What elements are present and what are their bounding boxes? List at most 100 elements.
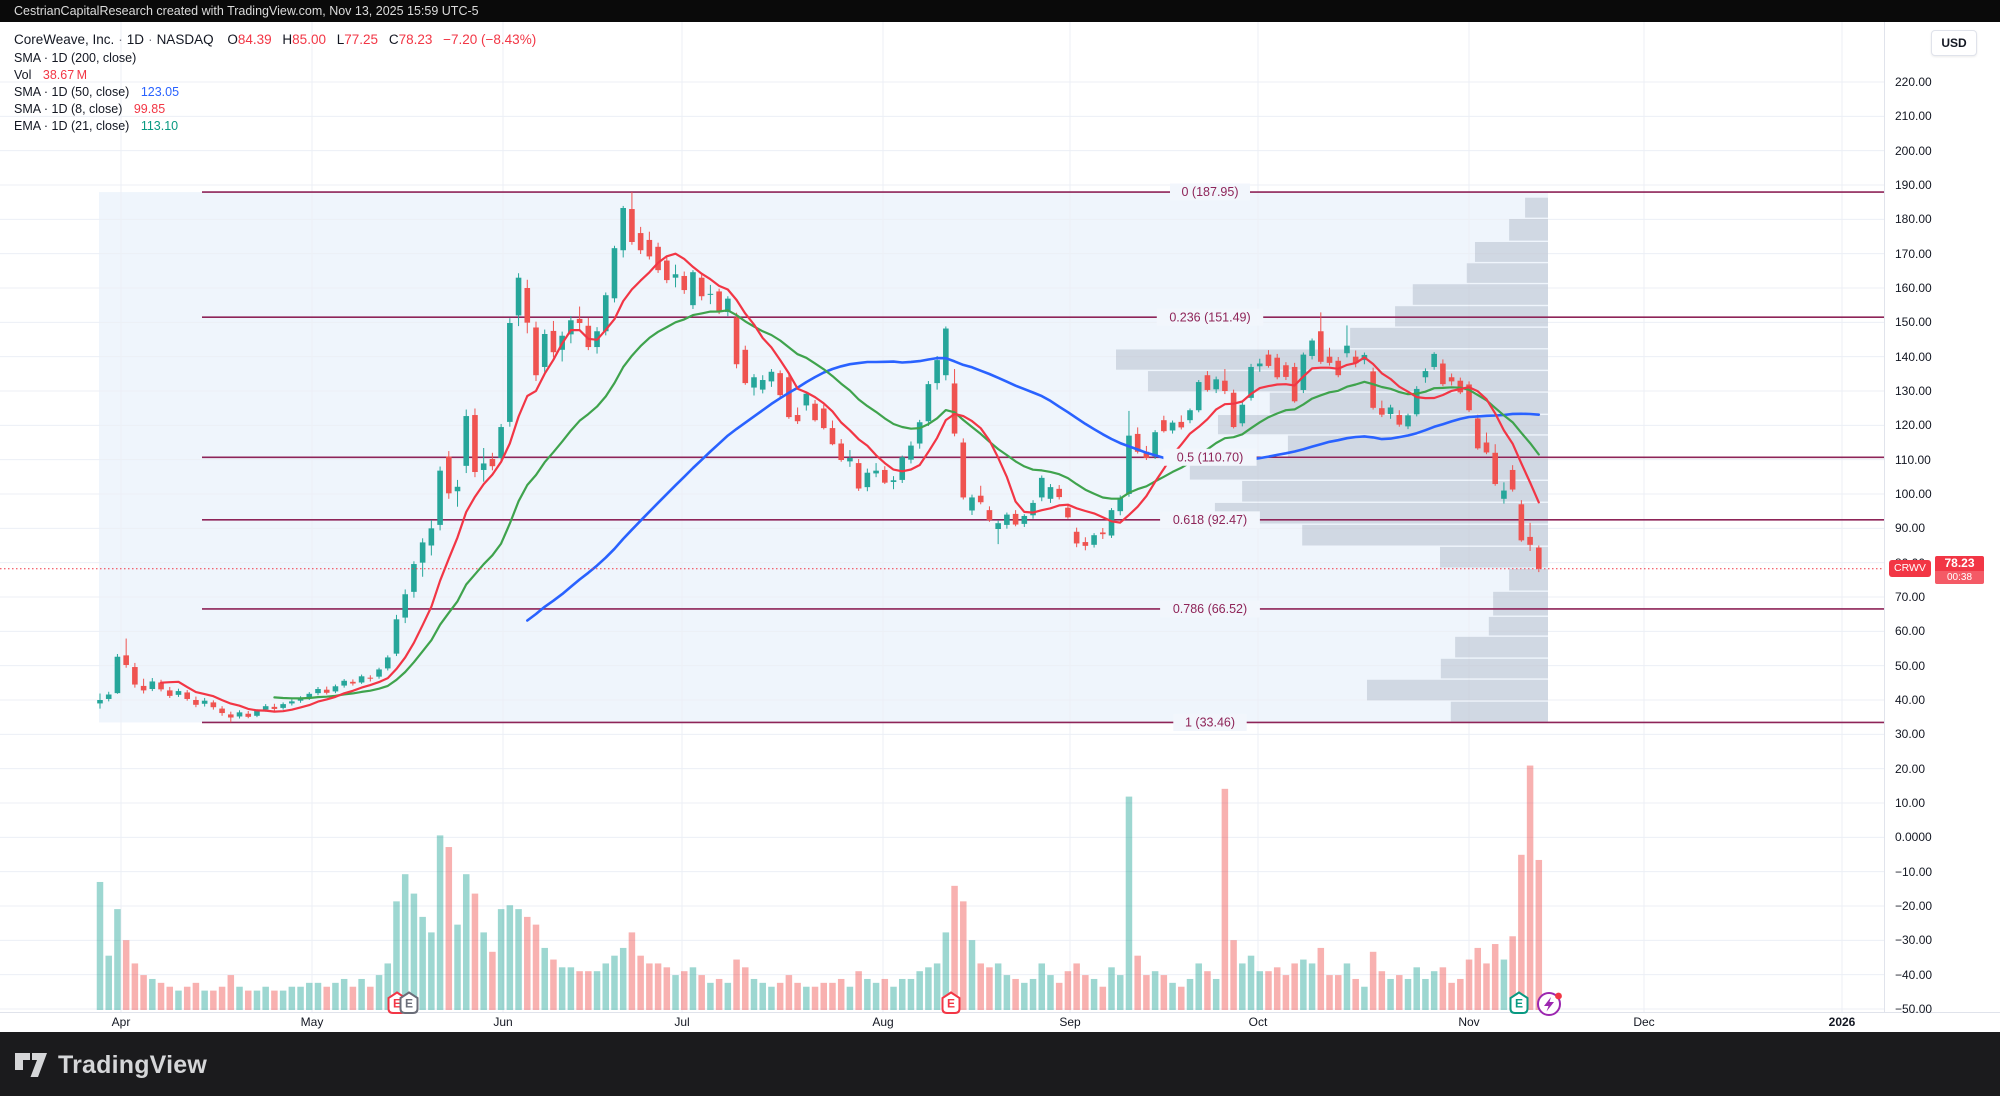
price-tick: 100.00 [1895, 486, 1932, 501]
price-chart-canvas[interactable]: 0 (187.95) 0.236 (151.49) 0.5 (110.70) 0.61… [0, 22, 1884, 1012]
time-axis-label: 2026 [1828, 1015, 1856, 1029]
price-tick: −30.00 [1895, 933, 1933, 948]
indicator-label[interactable]: SMA · 1D (50, close) [14, 85, 130, 99]
svg-text:E: E [947, 997, 955, 1011]
close-prefix: C [388, 32, 399, 47]
indicator-label[interactable]: Vol [14, 68, 32, 82]
attribution-text: CestrianCapitalResearch created with Tra… [14, 4, 479, 18]
price-tick: 200.00 [1895, 143, 1932, 158]
price-tick: 150.00 [1895, 315, 1932, 330]
close-value: 78.23 [398, 32, 433, 47]
indicator-value: 113.10 [140, 119, 179, 133]
change-value: −7.20 (−8.43%) [443, 32, 537, 47]
indicator-label[interactable]: SMA · 1D (200, close) [14, 51, 137, 65]
indicator-row-volume[interactable]: Vol 38.67 M [14, 67, 536, 83]
open-prefix: O [227, 32, 238, 47]
separator: · [118, 32, 123, 47]
time-axis-label: Aug [872, 1015, 894, 1029]
candles-layer [97, 192, 1542, 723]
legend: CoreWeave, Inc. · 1D · NASDAQ O84.39 H85.00 … [14, 30, 536, 134]
price-tick: 90.00 [1895, 521, 1926, 536]
ma-line-sma8[interactable] [159, 252, 1540, 713]
price-tick: 10.00 [1895, 795, 1926, 810]
indicator-row-sma8[interactable]: SMA · 1D (8, close) 99.85 [14, 101, 536, 117]
price-tick: 140.00 [1895, 349, 1932, 364]
svg-text:E: E [1515, 997, 1523, 1011]
interval-label[interactable]: 1D [126, 32, 145, 47]
attribution-bar: CestrianCapitalResearch created with Tra… [0, 0, 2000, 22]
fib-labels: 0 (187.95) 0.236 (151.49) 0.5 (110.70) 0.61… [1156, 183, 1264, 731]
indicator-value: 38.67 M [42, 68, 88, 82]
high-prefix: H [282, 32, 293, 47]
indicator-value: 99.85 [133, 102, 166, 116]
symbol-name[interactable]: CoreWeave, Inc. [14, 32, 115, 47]
time-axis[interactable]: Apr May Jun Jul Aug Sep Oct Nov Dec 2026 [0, 1012, 2000, 1032]
low-value: 77.25 [344, 32, 379, 47]
bar-countdown: 00:38 [1935, 571, 1984, 584]
svg-text:E: E [393, 997, 401, 1011]
volume-bars [96, 765, 1543, 1010]
low-prefix: L [336, 32, 345, 47]
symbol-price-tag: CRWV [1889, 560, 1931, 577]
price-tick: 170.00 [1895, 246, 1932, 261]
currency-button[interactable]: USD [1931, 30, 1977, 56]
earnings-badge-icon[interactable]: E [396, 990, 422, 1016]
svg-text:0.236 (151.49): 0.236 (151.49) [1169, 310, 1250, 324]
high-value: 85.00 [292, 32, 326, 47]
price-tick: 160.00 [1895, 280, 1932, 295]
fib-retracement-lines[interactable] [202, 191, 1884, 724]
price-tick: 70.00 [1895, 589, 1926, 604]
time-axis-label: Apr [111, 1015, 131, 1029]
footer-bar: TradingView [0, 1032, 2000, 1096]
price-tick: −10.00 [1895, 864, 1933, 879]
price-tick: −40.00 [1895, 967, 1933, 982]
price-tick: 210.00 [1895, 109, 1932, 124]
price-tick: 180.00 [1895, 212, 1932, 227]
price-tick: 60.00 [1895, 624, 1926, 639]
open-value: 84.39 [237, 32, 272, 47]
ma-line-ema21[interactable] [273, 309, 1540, 700]
time-axis-label: Jul [674, 1015, 690, 1029]
time-axis-label: Dec [1633, 1015, 1655, 1029]
symbol-row[interactable]: CoreWeave, Inc. · 1D · NASDAQ O84.39 H85.00 … [14, 30, 536, 49]
price-tick: 190.00 [1895, 177, 1932, 192]
price-tick: 110.00 [1895, 452, 1931, 467]
tradingview-brand[interactable]: TradingView [14, 1050, 207, 1080]
svg-text:E: E [405, 997, 413, 1011]
grid-layer [0, 22, 1884, 1012]
last-price-value: 78.23 [1944, 556, 1975, 570]
time-axis-label: Nov [1458, 1015, 1480, 1029]
svg-text:0.5 (110.70): 0.5 (110.70) [1177, 450, 1243, 464]
indicator-row-sma50[interactable]: SMA · 1D (50, close) 123.05 [14, 84, 536, 100]
price-tick: 20.00 [1895, 761, 1926, 776]
ma-line-sma50[interactable] [525, 356, 1541, 622]
price-tick: 120.00 [1895, 418, 1932, 433]
svg-text:0.618 (92.47): 0.618 (92.47) [1173, 513, 1247, 527]
volume-profile [1116, 197, 1548, 722]
price-tick: 220.00 [1895, 75, 1932, 89]
indicator-row-sma200[interactable]: SMA · 1D (200, close) [14, 50, 536, 66]
price-axis[interactable]: USD 220.00 210.00 200.00 190.00 180.00 170.00… [1884, 22, 2000, 1016]
time-axis-label: Oct [1248, 1015, 1268, 1029]
indicator-label[interactable]: SMA · 1D (8, close) [14, 102, 123, 116]
price-tick: 0.0000 [1895, 830, 1932, 845]
indicator-row-ema21[interactable]: EMA · 1D (21, close) 113.10 [14, 118, 536, 134]
earnings-badge-icon[interactable]: E [938, 990, 964, 1016]
earnings-badge-icon[interactable]: E [1506, 990, 1532, 1016]
svg-text:1 (33.46): 1 (33.46) [1185, 716, 1235, 730]
indicator-value: 123.05 [140, 85, 180, 99]
svg-text:0 (187.95): 0 (187.95) [1182, 185, 1239, 199]
alert-lightning-icon[interactable] [1536, 990, 1562, 1016]
tradingview-logo-icon [15, 1053, 47, 1077]
svg-text:0.786 (66.52): 0.786 (66.52) [1173, 602, 1247, 616]
time-axis-label: Sep [1059, 1015, 1081, 1029]
time-axis-label: Jun [493, 1015, 513, 1029]
price-tick: −20.00 [1895, 898, 1933, 913]
price-tick: 130.00 [1895, 383, 1932, 398]
price-tick: −50.00 [1895, 1001, 1933, 1016]
separator: · [148, 32, 153, 47]
price-tick: 50.00 [1895, 658, 1926, 673]
indicator-label[interactable]: EMA · 1D (21, close) [14, 119, 130, 133]
exchange-label: NASDAQ [156, 32, 214, 47]
